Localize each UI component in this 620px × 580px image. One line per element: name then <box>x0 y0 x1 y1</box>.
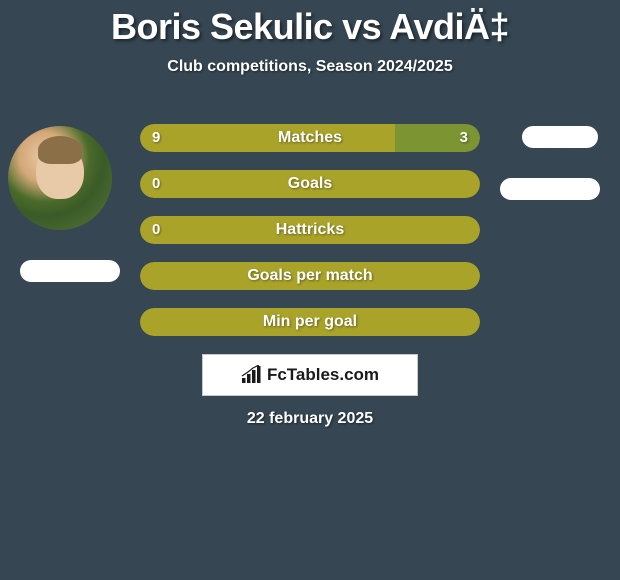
bar-value-left: 0 <box>152 170 160 198</box>
stat-bar: Matches9 3 <box>140 124 480 152</box>
bar-label: Min per goal <box>140 308 480 336</box>
player2-name-pill-1 <box>522 126 598 148</box>
comparison-subtitle: Club competitions, Season 2024/2025 <box>0 58 620 76</box>
stat-bar: Goals per match <box>140 262 480 290</box>
date-label: 22 february 2025 <box>0 410 620 428</box>
bar-value-left: 0 <box>152 216 160 244</box>
attribution-box[interactable]: FcTables.com <box>202 354 418 396</box>
attribution-text: FcTables.com <box>267 365 379 385</box>
player1-avatar <box>8 126 112 230</box>
comparison-title: Boris Sekulic vs AvdiÄ‡ <box>0 0 620 48</box>
player1-name-pill <box>20 260 120 282</box>
stat-bar: Goals0 <box>140 170 480 198</box>
bar-value-right: 3 <box>460 124 468 152</box>
bar-label: Goals per match <box>140 262 480 290</box>
comparison-bars: Matches93Goals0Hattricks0Goals per match… <box>140 124 480 354</box>
stat-bar: Min per goal <box>140 308 480 336</box>
bar-label: Matches <box>140 124 480 152</box>
bar-label: Goals <box>140 170 480 198</box>
player2-name-pill-2 <box>500 178 600 200</box>
chart-icon <box>241 365 263 385</box>
bar-label: Hattricks <box>140 216 480 244</box>
bar-value-left: 9 <box>152 124 160 152</box>
stat-bar: Hattricks0 <box>140 216 480 244</box>
